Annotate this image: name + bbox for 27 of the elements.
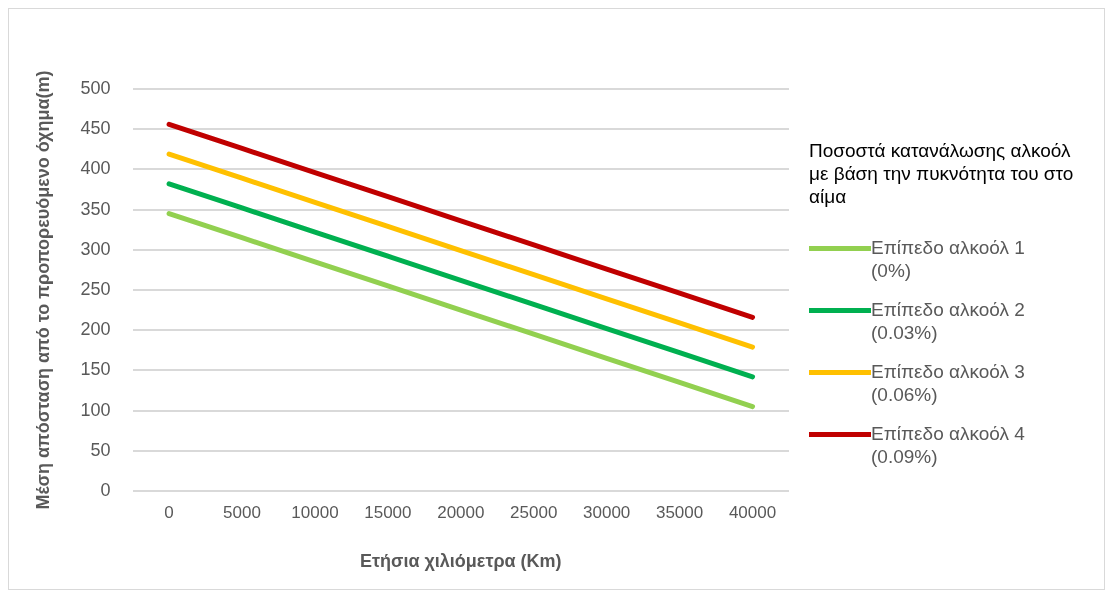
legend-label: Επίπεδο αλκοόλ 2 (0.03%) [871, 298, 1026, 344]
y-tick-label: 50 [90, 439, 111, 460]
x-tick-label: 5000 [223, 502, 261, 522]
x-tick-label: 20000 [437, 502, 485, 522]
y-tick-label: 500 [80, 77, 111, 98]
y-tick-label: 200 [80, 319, 111, 340]
y-tick-label: 250 [80, 278, 111, 299]
y-tick-label: 0 [100, 479, 111, 500]
x-tick-label: 25000 [510, 502, 558, 522]
y-axis-title: Μέση απόσταση από το προπορευόμενο όχημα(m) [32, 70, 53, 510]
x-tick-label: 35000 [655, 502, 704, 522]
y-tick-label: 350 [80, 198, 111, 219]
y-tick-label: 450 [80, 118, 111, 139]
y-tick-label: 300 [80, 238, 111, 259]
x-axis-title: Ετήσια χιλιόμετρα (Km) [360, 551, 562, 572]
y-tick-label: 150 [80, 359, 111, 380]
legend-label: Επίπεδο αλκοόλ 3 (0.06%) [871, 360, 1026, 406]
y-tick-label: 400 [80, 158, 111, 179]
x-tick-label: 40000 [728, 502, 777, 522]
x-tick-label: 30000 [583, 502, 631, 522]
y-tick-label: 100 [80, 399, 111, 420]
x-tick-label: 15000 [364, 502, 412, 522]
x-tick-label: 0 [164, 502, 174, 522]
legend-title: Ποσοστά κατανάλωσης αλκοόλ με βάση την πυκνότητα του στο αίμα [809, 139, 1075, 208]
legend-label: Επίπεδο αλκοόλ 1 (0%) [871, 236, 1026, 282]
legend-label: Επίπεδο αλκοόλ 4 (0.09%) [871, 422, 1026, 468]
x-tick-label: 10000 [291, 502, 339, 522]
